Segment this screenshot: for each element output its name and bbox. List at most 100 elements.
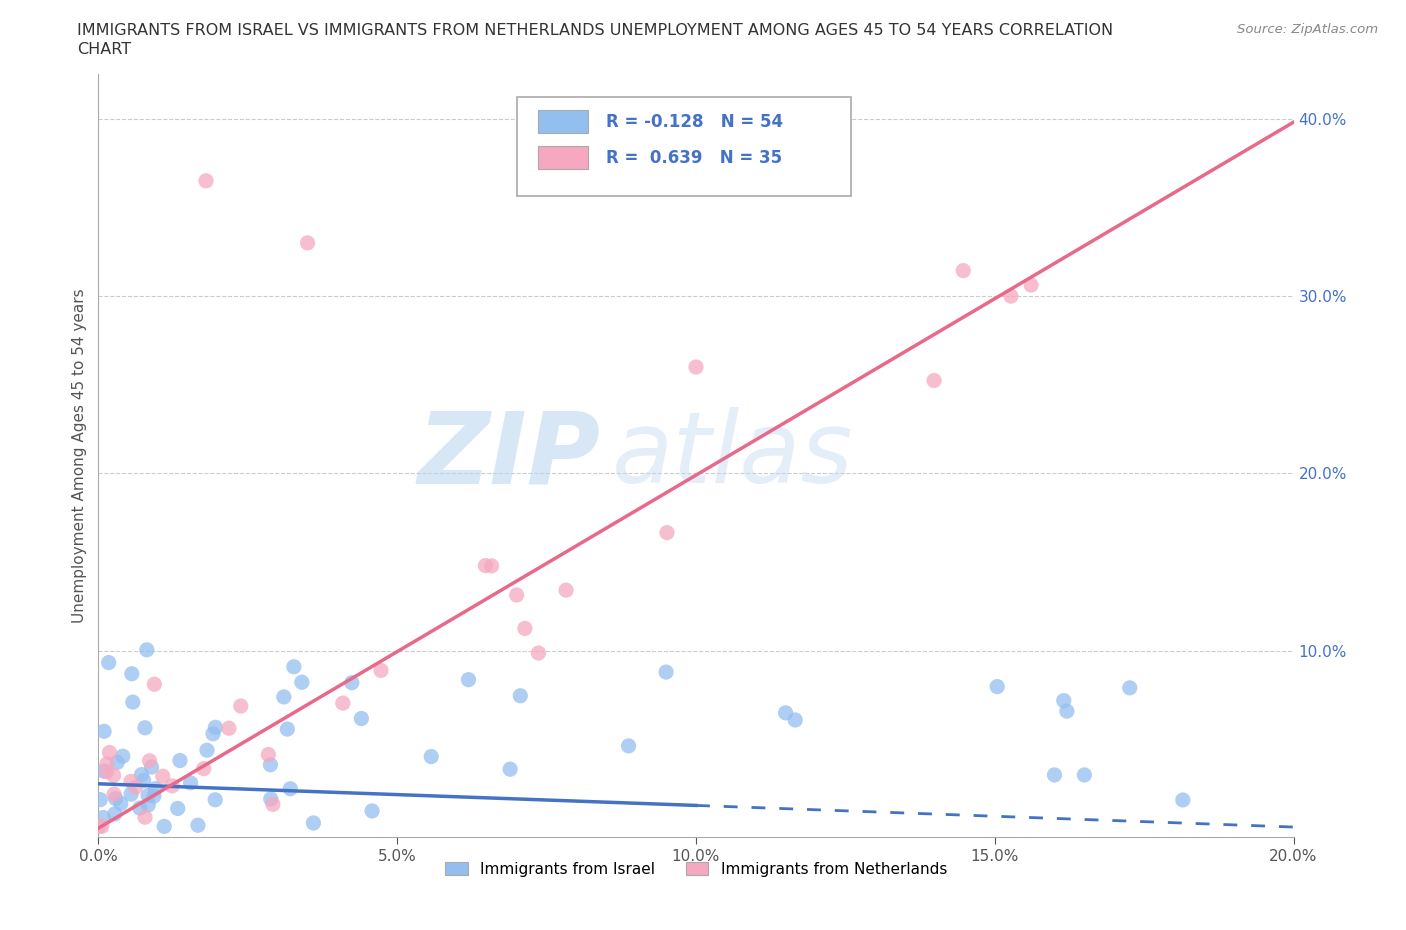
Point xyxy=(134,810,156,825)
Point xyxy=(138,753,160,768)
Point xyxy=(202,726,225,741)
Point xyxy=(110,796,132,811)
Point xyxy=(132,773,155,788)
Point xyxy=(96,764,118,779)
Point xyxy=(291,675,314,690)
Point xyxy=(257,747,280,762)
Point xyxy=(505,588,527,603)
Point xyxy=(141,760,163,775)
Text: ZIP: ZIP xyxy=(418,407,600,504)
Point xyxy=(120,774,142,789)
Point xyxy=(283,659,305,674)
Point xyxy=(104,806,127,821)
Point xyxy=(1119,681,1142,696)
Point xyxy=(131,767,153,782)
Text: R =  0.639   N = 35: R = 0.639 N = 35 xyxy=(606,149,783,166)
Point xyxy=(97,655,120,670)
Point xyxy=(262,797,284,812)
Point xyxy=(527,645,550,660)
Point xyxy=(153,819,176,834)
Point xyxy=(986,679,1008,694)
Point xyxy=(96,756,118,771)
Point xyxy=(142,789,165,804)
Point xyxy=(103,768,125,783)
Point xyxy=(134,721,156,736)
Text: CHART: CHART xyxy=(77,42,131,57)
Point xyxy=(332,696,354,711)
Point xyxy=(259,757,281,772)
Point xyxy=(121,666,143,681)
Point xyxy=(143,677,166,692)
Point xyxy=(1019,277,1042,292)
Point xyxy=(90,819,112,834)
Point xyxy=(1171,792,1194,807)
Text: atlas: atlas xyxy=(613,407,853,504)
Point xyxy=(499,762,522,777)
Point xyxy=(481,558,503,573)
Point xyxy=(204,792,226,807)
FancyBboxPatch shape xyxy=(517,98,852,196)
Point xyxy=(280,781,302,796)
FancyBboxPatch shape xyxy=(538,111,589,133)
FancyBboxPatch shape xyxy=(538,146,589,169)
Text: Source: ZipAtlas.com: Source: ZipAtlas.com xyxy=(1237,23,1378,36)
Point xyxy=(785,712,807,727)
Point xyxy=(193,761,215,776)
Point xyxy=(162,778,184,793)
Point xyxy=(128,801,150,816)
Point xyxy=(775,706,797,721)
Point xyxy=(273,689,295,704)
Point xyxy=(297,235,319,250)
Point xyxy=(204,720,226,735)
Point xyxy=(136,788,159,803)
Point xyxy=(655,525,678,540)
Text: R = -0.128   N = 54: R = -0.128 N = 54 xyxy=(606,113,783,131)
Point xyxy=(180,776,202,790)
Point xyxy=(340,675,363,690)
Point xyxy=(145,781,167,796)
Point xyxy=(218,721,240,736)
Point xyxy=(166,801,188,816)
Point xyxy=(361,804,384,818)
Point xyxy=(169,753,191,768)
Point xyxy=(513,621,536,636)
Point xyxy=(152,769,174,784)
Point xyxy=(617,738,640,753)
Point xyxy=(509,688,531,703)
Point xyxy=(98,745,121,760)
Point xyxy=(93,764,115,778)
Point xyxy=(195,173,218,188)
Point xyxy=(195,743,218,758)
Point xyxy=(302,816,325,830)
Point xyxy=(457,672,479,687)
Point xyxy=(1056,704,1078,719)
Point xyxy=(370,663,392,678)
Point xyxy=(120,787,142,802)
Text: IMMIGRANTS FROM ISRAEL VS IMMIGRANTS FROM NETHERLANDS UNEMPLOYMENT AMONG AGES 45: IMMIGRANTS FROM ISRAEL VS IMMIGRANTS FRO… xyxy=(77,23,1114,38)
Point xyxy=(260,791,283,806)
Point xyxy=(1073,767,1095,782)
Point xyxy=(420,750,443,764)
Point xyxy=(135,643,157,658)
Point xyxy=(91,810,114,825)
Point xyxy=(89,792,111,807)
Point xyxy=(655,665,678,680)
Point xyxy=(685,360,707,375)
Point xyxy=(276,722,298,737)
Point xyxy=(555,583,578,598)
Point xyxy=(93,724,115,738)
Point xyxy=(922,373,945,388)
Point xyxy=(121,695,143,710)
Point xyxy=(124,779,146,794)
Point xyxy=(87,819,110,834)
Point xyxy=(105,755,128,770)
Y-axis label: Unemployment Among Ages 45 to 54 years: Unemployment Among Ages 45 to 54 years xyxy=(72,288,87,623)
Point xyxy=(1000,288,1022,303)
Point xyxy=(474,558,496,573)
Point xyxy=(103,787,125,802)
Legend: Immigrants from Israel, Immigrants from Netherlands: Immigrants from Israel, Immigrants from … xyxy=(439,856,953,883)
Point xyxy=(1053,693,1076,708)
Point xyxy=(350,711,373,726)
Point xyxy=(229,698,252,713)
Point xyxy=(952,263,974,278)
